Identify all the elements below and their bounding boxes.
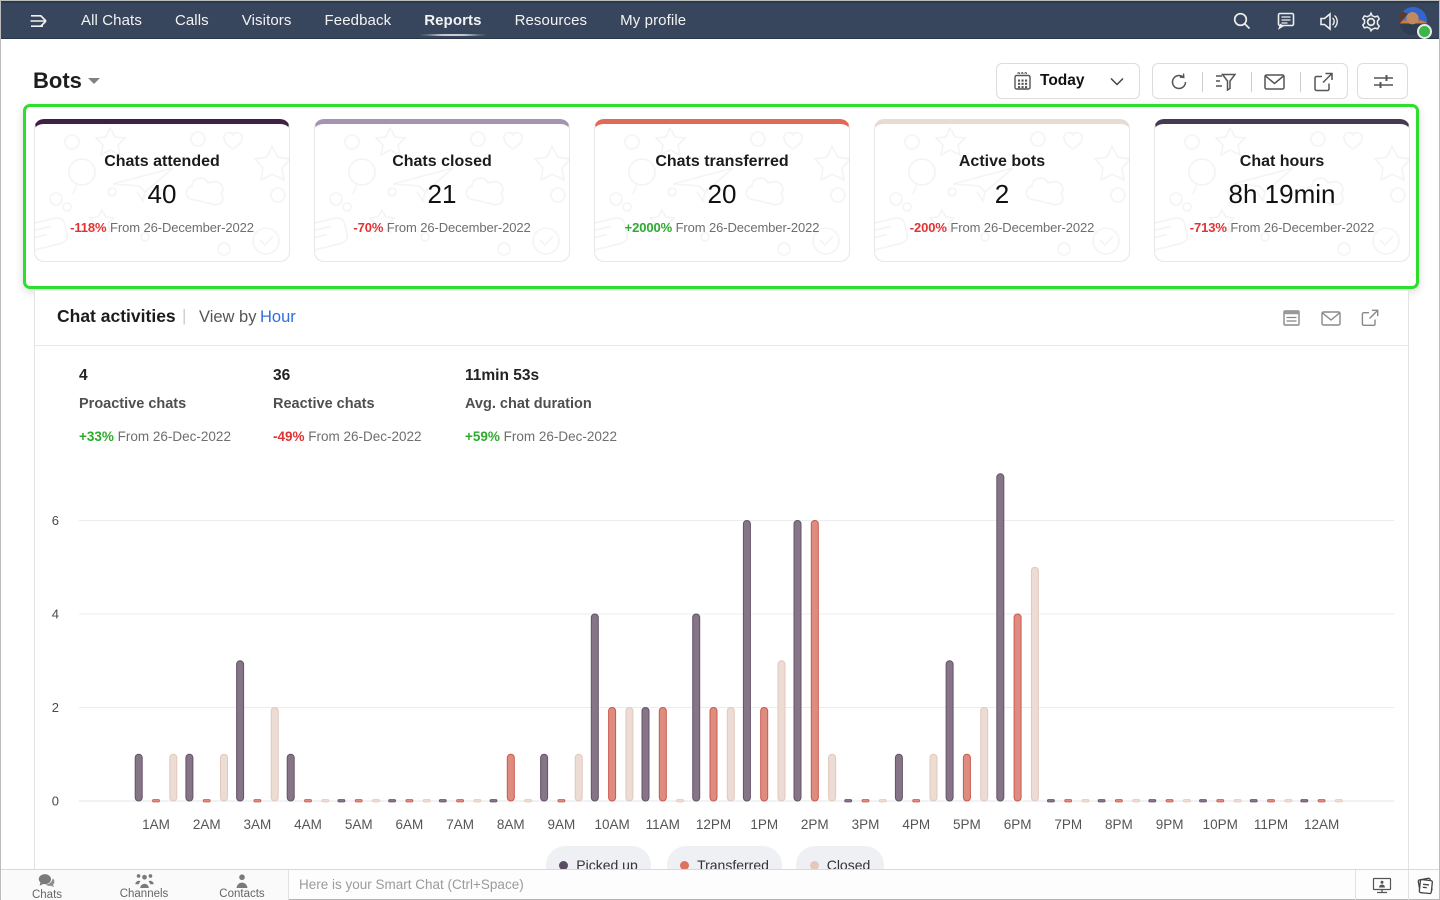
svg-text:0: 0 <box>52 794 59 809</box>
svg-text:8AM: 8AM <box>497 817 525 832</box>
svg-text:12AM: 12AM <box>1304 817 1339 832</box>
svg-text:2: 2 <box>52 700 59 715</box>
svg-text:6PM: 6PM <box>1004 817 1032 832</box>
svg-text:5AM: 5AM <box>345 817 373 832</box>
svg-text:7AM: 7AM <box>446 817 474 832</box>
svg-text:9AM: 9AM <box>548 817 576 832</box>
svg-text:10AM: 10AM <box>594 817 629 832</box>
svg-text:11PM: 11PM <box>1254 817 1288 832</box>
svg-text:5PM: 5PM <box>953 817 981 832</box>
svg-text:4PM: 4PM <box>902 817 930 832</box>
svg-text:6: 6 <box>52 513 59 528</box>
svg-text:4: 4 <box>52 607 59 622</box>
svg-text:11AM: 11AM <box>646 817 680 832</box>
svg-text:1PM: 1PM <box>750 817 778 832</box>
svg-text:2PM: 2PM <box>801 817 829 832</box>
svg-text:1AM: 1AM <box>142 817 170 832</box>
svg-text:6AM: 6AM <box>396 817 424 832</box>
svg-text:2AM: 2AM <box>193 817 221 832</box>
svg-text:3PM: 3PM <box>852 817 880 832</box>
svg-text:10PM: 10PM <box>1203 817 1238 832</box>
svg-text:4AM: 4AM <box>294 817 322 832</box>
svg-text:7PM: 7PM <box>1054 817 1082 832</box>
svg-text:12PM: 12PM <box>696 817 731 832</box>
svg-text:9PM: 9PM <box>1156 817 1184 832</box>
svg-text:8PM: 8PM <box>1105 817 1133 832</box>
svg-text:3AM: 3AM <box>244 817 272 832</box>
